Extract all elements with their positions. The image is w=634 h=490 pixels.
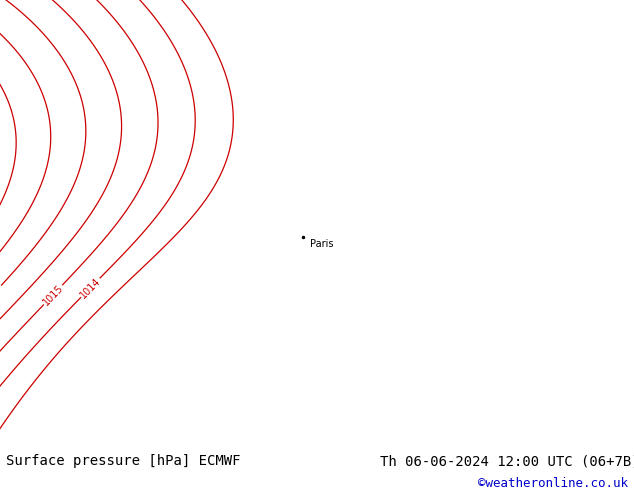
Text: Th 06-06-2024 12:00 UTC (06+7B): Th 06-06-2024 12:00 UTC (06+7B) — [380, 454, 634, 468]
Text: 1016: 1016 — [0, 317, 3, 341]
Text: 1017: 1017 — [0, 283, 4, 308]
Text: ©weatheronline.co.uk: ©weatheronline.co.uk — [477, 477, 628, 490]
Text: 1014: 1014 — [78, 275, 103, 300]
Text: Surface pressure [hPa] ECMWF: Surface pressure [hPa] ECMWF — [6, 454, 241, 468]
Text: 1015: 1015 — [41, 283, 65, 307]
Text: 1018: 1018 — [0, 251, 2, 276]
Text: Paris: Paris — [309, 240, 333, 249]
